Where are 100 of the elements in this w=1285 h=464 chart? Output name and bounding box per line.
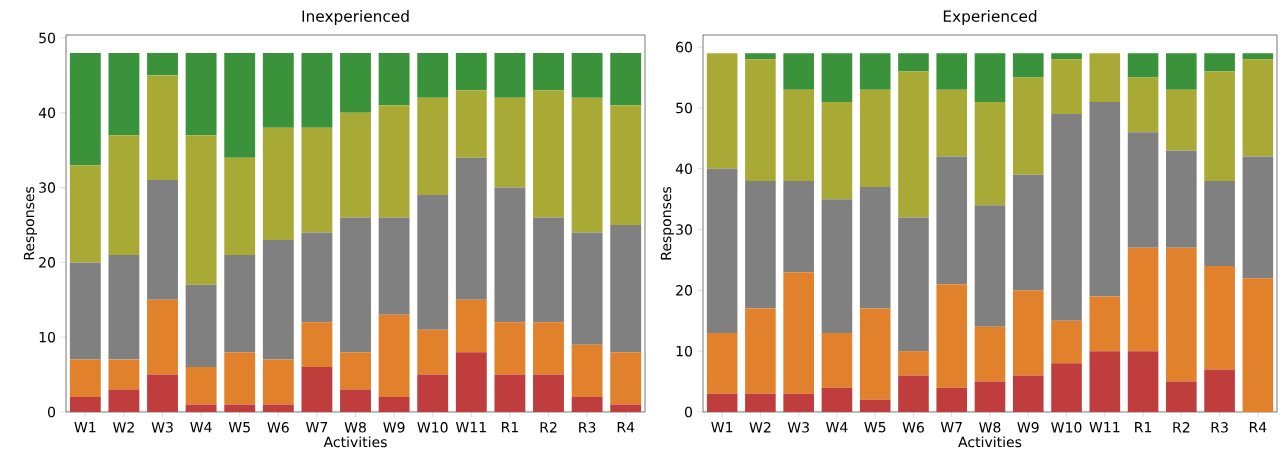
bar — [224, 404, 256, 412]
bar — [262, 359, 294, 405]
bar — [610, 404, 642, 412]
bar — [455, 52, 487, 91]
x-tick-label: W1 — [711, 422, 733, 433]
x-axis-title: Activities — [958, 436, 1022, 448]
bar — [1204, 180, 1235, 267]
bar — [936, 89, 968, 157]
bar — [1204, 71, 1235, 181]
bar — [1051, 320, 1082, 364]
bar — [706, 393, 738, 412]
bar — [1051, 114, 1082, 321]
bar — [69, 359, 101, 398]
bar — [1012, 174, 1044, 291]
bar — [610, 52, 642, 106]
bar — [185, 284, 217, 368]
bar — [1089, 296, 1121, 352]
bar — [340, 112, 371, 218]
bar — [147, 299, 178, 375]
y-tick-label: 20 — [676, 285, 693, 296]
bar — [859, 308, 891, 400]
bar — [745, 53, 776, 60]
bar — [262, 404, 294, 412]
y-tick-label: 40 — [38, 107, 56, 119]
bar — [69, 165, 101, 263]
bar — [378, 397, 410, 412]
bar — [1051, 53, 1082, 60]
bar — [1242, 278, 1274, 412]
bar — [898, 71, 929, 218]
bar — [974, 53, 1006, 102]
bar — [108, 254, 140, 360]
x-tick-label: W7 — [306, 422, 328, 433]
bar — [340, 217, 371, 353]
bar — [533, 217, 564, 323]
x-tick-label: W2 — [113, 422, 134, 433]
y-tick-label: 50 — [676, 102, 693, 114]
x-tick-label: W5 — [228, 422, 250, 433]
bar — [185, 52, 217, 136]
bar — [974, 326, 1006, 382]
bar — [859, 53, 891, 90]
x-tick-label: R2 — [1173, 422, 1190, 433]
bar — [610, 352, 642, 405]
chart-title: Experienced — [943, 10, 1037, 25]
bar — [1166, 381, 1197, 412]
bar — [185, 367, 217, 405]
bar — [533, 374, 564, 412]
x-tick-label: R4 — [617, 422, 635, 433]
bar — [859, 89, 891, 188]
bar — [455, 157, 487, 300]
bar — [974, 205, 1006, 327]
bar — [1012, 77, 1044, 175]
bar — [417, 195, 449, 330]
bar — [1127, 351, 1159, 412]
x-tick-label: R1 — [501, 422, 518, 433]
bar — [1089, 53, 1121, 102]
x-tick-label: W11 — [1089, 422, 1120, 433]
x-tick-label: W1 — [74, 422, 96, 433]
bar — [262, 127, 294, 240]
bar — [1166, 89, 1197, 151]
bar — [224, 254, 256, 353]
y-tick-label: 60 — [676, 41, 693, 53]
x-tick-label: W8 — [344, 422, 366, 433]
x-tick-label: W5 — [864, 422, 886, 433]
x-tick-label: W9 — [1017, 422, 1039, 433]
bar — [821, 101, 853, 200]
bar — [859, 187, 891, 309]
bar — [185, 135, 217, 285]
y-tick-label: 0 — [684, 406, 693, 418]
bar — [340, 389, 371, 412]
bar — [224, 157, 256, 255]
bar — [706, 332, 738, 394]
bar — [378, 105, 410, 218]
x-tick-label: W6 — [902, 422, 924, 433]
x-tick-label: W10 — [417, 422, 448, 433]
y-tick-label: 20 — [39, 257, 56, 268]
bar — [147, 180, 178, 300]
y-tick-label: 50 — [39, 32, 56, 44]
bar — [610, 105, 642, 225]
x-tick-label: W11 — [455, 422, 486, 433]
bar — [783, 89, 814, 181]
bar — [571, 97, 603, 233]
bar — [821, 387, 853, 412]
bar — [69, 397, 101, 412]
bar — [783, 53, 814, 90]
bar — [1242, 59, 1274, 157]
x-tick-label: R3 — [579, 422, 596, 433]
bar — [1166, 53, 1197, 90]
bar — [571, 397, 603, 412]
x-tick-label: R1 — [1135, 422, 1152, 433]
bar — [378, 217, 410, 315]
bar — [783, 393, 814, 412]
x-tick-label: W4 — [190, 422, 212, 433]
bar — [898, 217, 929, 352]
y-tick-label: 30 — [676, 224, 693, 235]
y-tick-label: 10 — [39, 331, 56, 343]
bar — [1127, 132, 1159, 248]
bar — [455, 90, 487, 158]
bar — [745, 180, 776, 309]
y-axis-title: Responses — [23, 186, 37, 260]
bar — [494, 187, 526, 323]
